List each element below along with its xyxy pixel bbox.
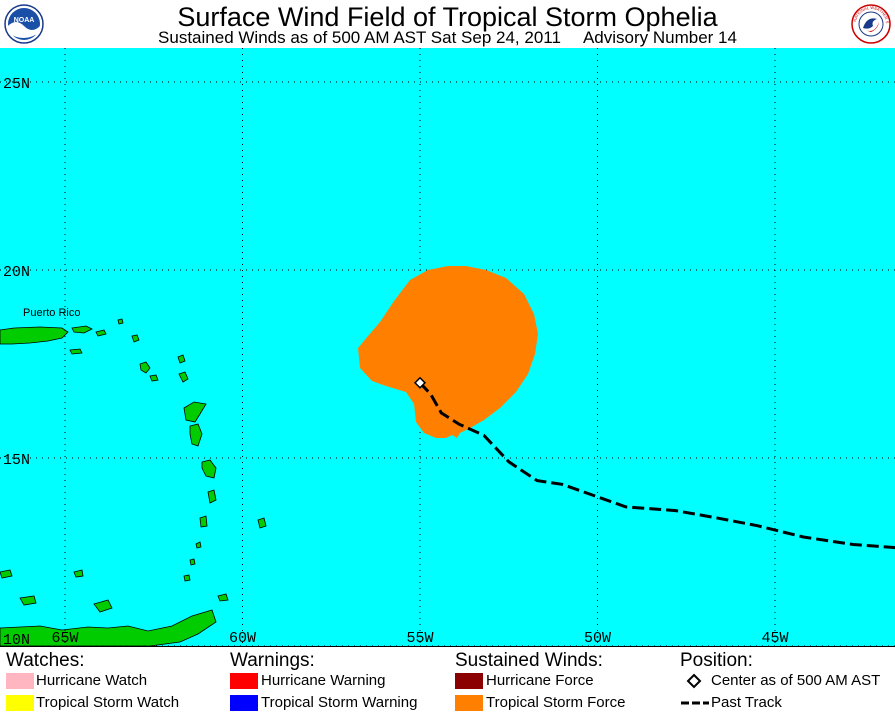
sustained-winds-heading: Sustained Winds: [455,650,603,671]
position-heading: Position: [680,650,753,671]
hurricane-warning-swatch [230,673,258,689]
tropical-storm-force-swatch [455,695,483,711]
lat-tick-label: 15N [3,452,30,469]
hurricane-force-label: Hurricane Force [486,672,594,689]
dashed-line-icon [681,701,709,705]
diamond-icon [686,673,702,689]
tropical-storm-force-winds [358,266,538,438]
center-position-label: Center as of 500 AM AST [711,672,881,689]
noaa-logo-icon: NOAA [4,4,44,44]
page-subtitle: Sustained Winds as of 500 AM AST Sat Sep… [0,29,895,47]
advisory-time: Sustained Winds as of 500 AM AST Sat Sep… [158,28,561,47]
lon-tick-label: 45W [761,630,788,646]
lon-tick-label: 50W [584,630,611,646]
legend: Watches: Hurricane Watch Tropical Storm … [0,646,895,717]
page-title: Surface Wind Field of Tropical Storm Oph… [177,2,718,32]
tick-labels: 25N 20N 15N 10N 65W 60W 55W 50W 45W Puerto Rico [3,76,789,646]
tropical-storm-warning-swatch [230,695,258,711]
hurricane-warning-label: Hurricane Warning [261,672,386,689]
watches-heading: Watches: [6,650,85,671]
puerto-rico-landmass [0,326,69,345]
lat-lon-grid [0,48,895,646]
track-layer [413,376,895,550]
south-america-landmass [0,609,217,646]
tropical-storm-warning-label: Tropical Storm Warning [261,694,418,711]
puerto-rico-label: Puerto Rico [23,307,80,319]
tropical-storm-watch-swatch [6,695,34,711]
storm-center-marker [413,376,427,389]
past-track-label: Past Track [711,694,782,711]
storm-map: 25N 20N 15N 10N 65W 60W 55W 50W 45W Puerto Rico [0,48,895,646]
tropical-storm-watch-label: Tropical Storm Watch [36,694,180,711]
lat-tick-label: 25N [3,76,30,93]
hurricane-watch-swatch [6,673,34,689]
tropical-storm-force-label: Tropical Storm Force [486,694,626,711]
lat-tick-label: 20N [3,264,30,281]
lat-tick-label: 10N [3,632,30,646]
land-masses [0,318,267,646]
noaa-logo-text: NOAA [14,17,35,24]
nws-logo-icon: NATIONAL WEATHER SERVICE [851,4,891,44]
lon-tick-label: 55W [406,630,433,646]
hurricane-watch-label: Hurricane Watch [36,672,148,689]
past-track-line [418,381,895,550]
lon-tick-label: 60W [229,630,256,646]
warnings-heading: Warnings: [230,650,315,671]
map-header: NOAA Surface Wind Field of Tropical Stor… [0,0,895,48]
lon-tick-label: 65W [51,630,78,646]
advisory-number: Advisory Number 14 [582,28,737,47]
hurricane-force-swatch [455,673,483,689]
